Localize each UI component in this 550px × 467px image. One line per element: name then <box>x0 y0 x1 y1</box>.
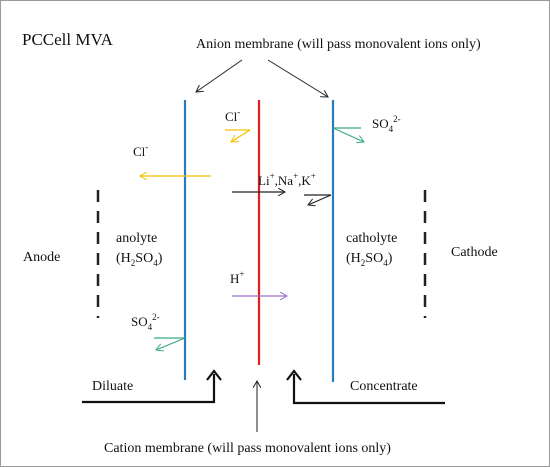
sulfate-ion-bottom: SO42- <box>131 312 160 332</box>
chloride-ion-left: Cl- <box>133 142 148 159</box>
cation-arrow-blocked <box>308 194 332 205</box>
diluate-outlet-line <box>82 374 216 404</box>
cation-membrane-label: Cation membrane (will pass monovalent io… <box>104 441 391 456</box>
diagram-title: PCCell MVA <box>22 30 114 49</box>
diluate-label: Diluate <box>92 379 133 394</box>
anolyte-acid: (H2SO4) <box>116 251 163 268</box>
sulfate-ion-top: SO42- <box>372 114 401 134</box>
sulfate-arrow-bottom <box>156 337 186 350</box>
anode-label: Anode <box>23 250 60 265</box>
catholyte-label: catholyte <box>346 231 397 246</box>
diluate-arrowhead <box>206 369 222 381</box>
concentrate-outlet-line <box>292 374 445 405</box>
proton-ion: H+ <box>230 269 244 286</box>
cation-list: Li+,Na+,K+ <box>258 171 316 188</box>
anion-pointer-right <box>267 59 328 97</box>
anion-membrane-label: Anion membrane (will pass monovalent ion… <box>196 37 481 52</box>
concentrate-label: Concentrate <box>350 379 418 394</box>
chloride-arrow-center <box>231 129 251 142</box>
sulfate-arrow-top <box>332 127 364 142</box>
anion-pointer-left <box>196 59 243 92</box>
concentrate-arrowhead <box>286 369 302 381</box>
cathode-label: Cathode <box>451 245 498 260</box>
catholyte-acid: (H2SO4) <box>346 251 393 268</box>
anolyte-label: anolyte <box>116 231 157 246</box>
chloride-ion-center: Cl- <box>225 107 240 124</box>
